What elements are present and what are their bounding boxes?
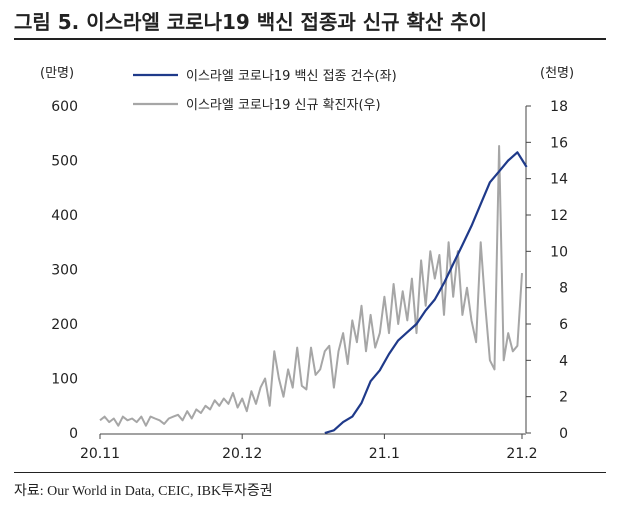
x-tick-label: 21.1 xyxy=(369,446,400,462)
right-tick-label: 8 xyxy=(559,281,568,297)
right-tick-label: 6 xyxy=(559,317,568,333)
chart-title: 그림 5. 이스라엘 코로나19 백신 접종과 신규 확산 추이 xyxy=(14,10,488,34)
left-tick-label: 500 xyxy=(51,154,78,170)
left-tick-label: 200 xyxy=(51,317,78,333)
chart-area: (만명) (천명) 이스라엘 코로나19 백신 접종 건수(좌)이스라엘 코로나… xyxy=(40,66,574,462)
right-tick-label: 18 xyxy=(550,99,568,115)
right-tick-label: 0 xyxy=(559,426,568,442)
left-tick-label: 0 xyxy=(69,426,78,442)
axes: 0 100 200 300 400 500 600 0 2 4 6 8 10 12 14 16 18 20.11 2… xyxy=(51,99,568,462)
series-line-new-cases xyxy=(99,145,523,427)
x-tick-label: 20.12 xyxy=(222,446,262,462)
footer-rule xyxy=(14,472,606,473)
legend-label: 이스라엘 코로나19 신규 확진자(우) xyxy=(186,98,381,113)
left-tick-label: 300 xyxy=(51,263,78,279)
left-axis-unit: (만명) xyxy=(40,66,74,81)
right-tick-label: 4 xyxy=(559,353,568,369)
right-axis-unit: (천명) xyxy=(540,66,574,81)
left-tick-label: 400 xyxy=(51,208,78,224)
right-tick-label: 12 xyxy=(550,208,568,224)
legend-label: 이스라엘 코로나19 백신 접종 건수(좌) xyxy=(186,69,397,84)
source-note: 자료: Our World in Data, CEIC, IBK투자증권 xyxy=(14,484,273,499)
right-tick-label: 10 xyxy=(550,244,568,260)
series-line-vaccinations xyxy=(324,151,528,435)
right-tick-label: 2 xyxy=(559,390,568,406)
series-layer xyxy=(99,145,528,435)
title-rule xyxy=(14,38,606,40)
x-tick-label: 21.2 xyxy=(506,446,537,462)
right-tick-label: 14 xyxy=(550,172,568,188)
x-tick-label: 20.11 xyxy=(80,446,120,462)
right-tick-label: 16 xyxy=(550,135,568,151)
legend: 이스라엘 코로나19 백신 접종 건수(좌) 이스라엘 코로나19 신규 확진자(… xyxy=(133,69,397,113)
left-tick-label: 100 xyxy=(51,372,78,388)
left-tick-label: 600 xyxy=(51,99,78,115)
